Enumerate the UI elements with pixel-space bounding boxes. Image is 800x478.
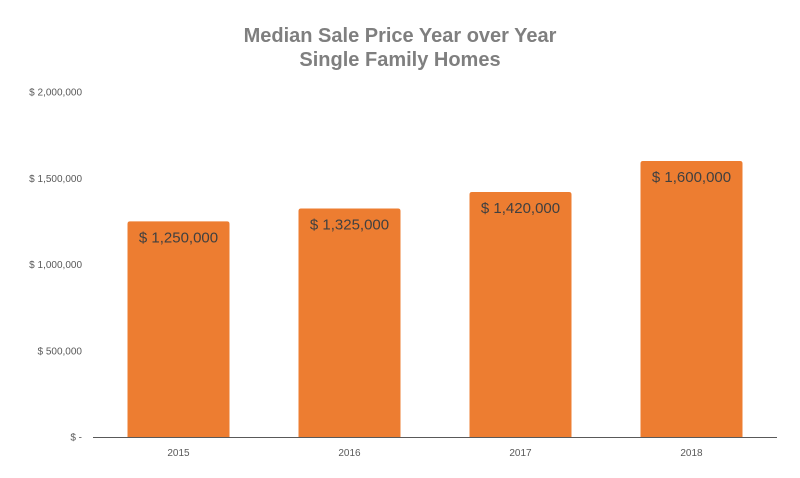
- bar-group: [127, 161, 743, 437]
- data-label-2016: $ 1,325,000: [310, 216, 389, 233]
- data-label-group: $ 1,250,000 $ 1,325,000 $ 1,420,000 $ 1,600…: [139, 169, 731, 246]
- data-label-2018: $ 1,600,000: [652, 169, 731, 186]
- data-label-2017: $ 1,420,000: [481, 200, 560, 217]
- chart-title: Median Sale Price Year over Year: [243, 25, 557, 47]
- bar-2017[interactable]: [469, 192, 572, 437]
- x-tick-label: 2018: [680, 448, 703, 459]
- data-label-2015: $ 1,250,000: [139, 229, 218, 246]
- y-tick-label: $ 500,000: [38, 346, 83, 357]
- x-axis: 2015 2016 2017 2018: [93, 437, 777, 459]
- y-tick-label: $ 1,500,000: [29, 174, 82, 185]
- x-tick-label: 2016: [338, 448, 361, 459]
- chart-subtitle: Single Family Homes: [299, 49, 501, 71]
- x-tick-label: 2017: [509, 448, 532, 459]
- bar-2015[interactable]: [127, 221, 230, 437]
- y-tick-label: $ -: [70, 433, 82, 444]
- x-tick-label: 2015: [167, 448, 190, 459]
- y-axis: $ - $ 500,000 $ 1,000,000 $ 1,500,000 $ 2,00…: [29, 88, 82, 444]
- bar-2016[interactable]: [298, 208, 401, 437]
- bar-2018[interactable]: [640, 161, 743, 437]
- y-tick-label: $ 1,000,000: [29, 260, 82, 271]
- y-tick-label: $ 2,000,000: [29, 88, 82, 99]
